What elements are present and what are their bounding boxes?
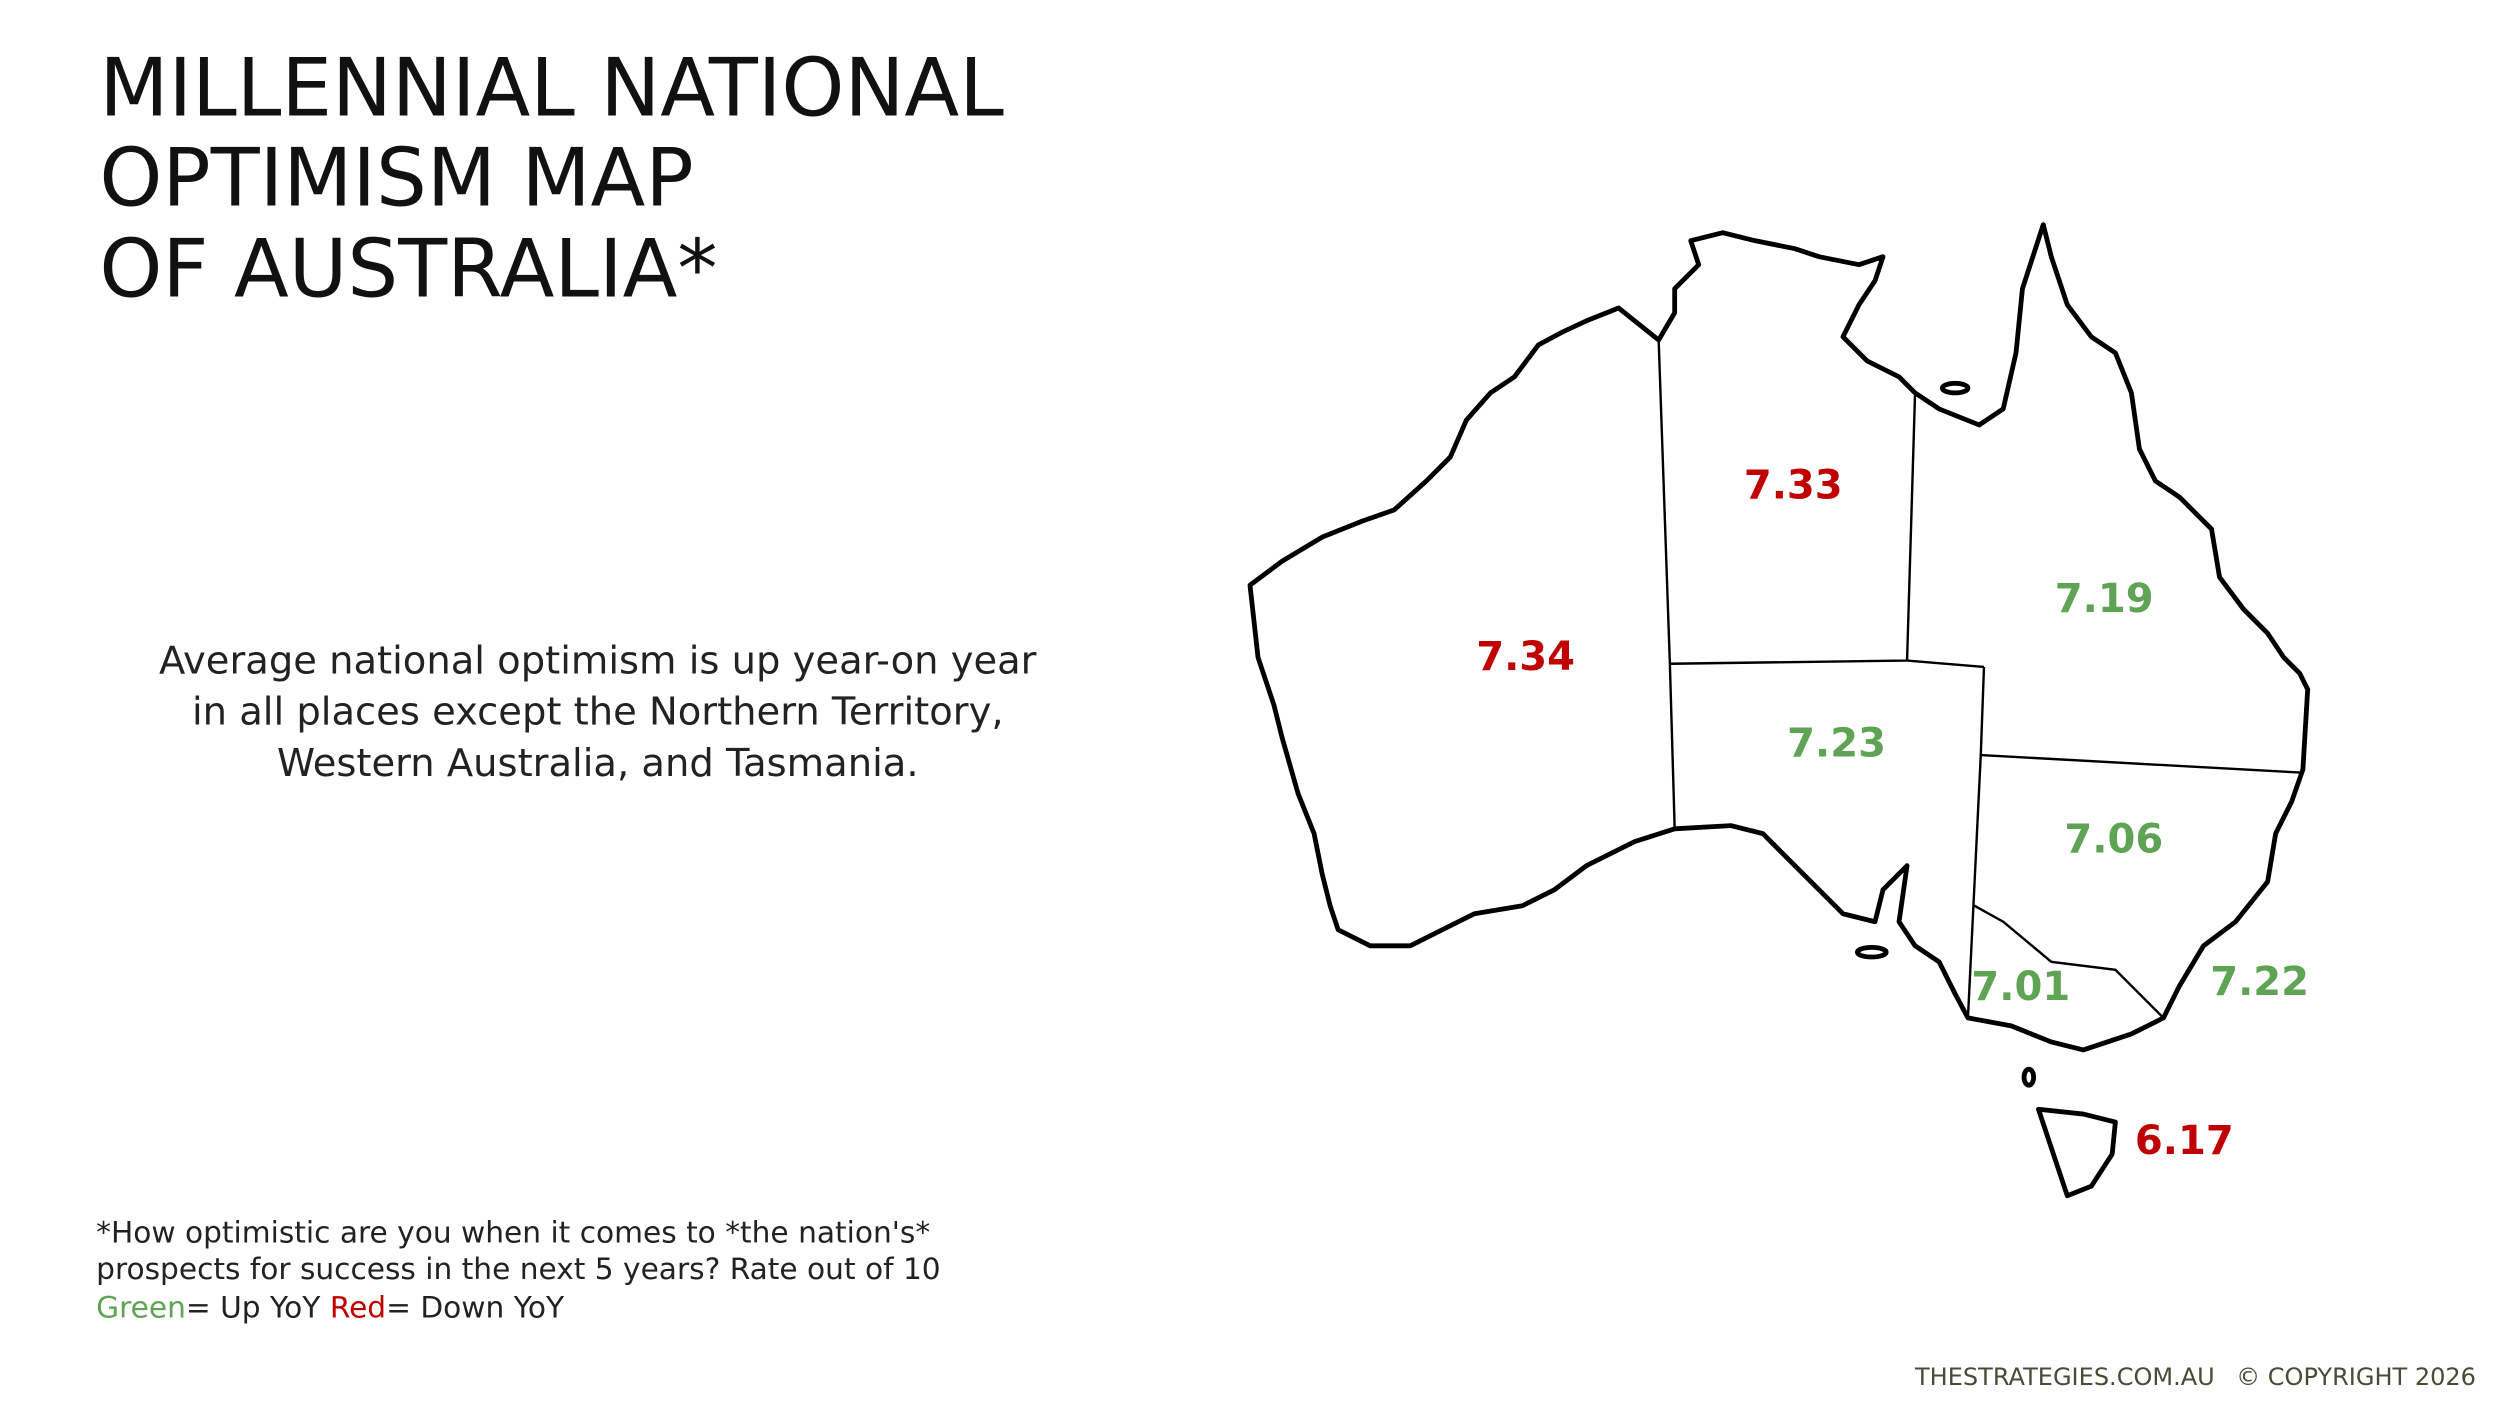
region-value: 7.19 (2055, 576, 2154, 622)
footer: THESTRATEGIES.COM.AU © COPYRIGHT 2026 (1914, 1363, 2476, 1391)
tasmania (2036, 1106, 2118, 1199)
region-values: 7.34 7.33 7.19 7.23 7.06 7.01 7.22 6.17 (1476, 462, 2309, 1163)
mainland (1247, 222, 2311, 1053)
description-line: in all places except the Northern Territ… (192, 690, 1004, 735)
legend-part: Green (96, 1290, 186, 1325)
description: Average national optimism is up year-on … (159, 638, 1037, 786)
region-value: 7.33 (1744, 462, 1843, 508)
island (1939, 380, 1971, 396)
footnote: *How optimistic are you when it comes to… (96, 1214, 941, 1324)
region-value: 7.06 (2064, 817, 2163, 863)
island (2021, 1066, 2037, 1088)
state-border (1657, 339, 2303, 1019)
map (1247, 222, 2311, 1199)
legend-part: = Down YoY (386, 1290, 565, 1325)
island (1854, 944, 1889, 960)
footer-copyright: © COPYRIGHT 2026 (2236, 1363, 2476, 1391)
legend-part: = Up YoY (186, 1290, 330, 1325)
legend-part: Red (330, 1290, 386, 1325)
region-value: 7.01 (1971, 964, 2070, 1010)
region-value: 6.17 (2135, 1118, 2234, 1164)
title-line: MILLENNIAL NATIONAL (99, 42, 1004, 135)
description-line: Average national optimism is up year-on … (159, 638, 1037, 683)
title: MILLENNIAL NATIONAL OPTIMISM MAP OF AUST… (99, 42, 1004, 316)
region-value: 7.34 (1476, 634, 1575, 680)
legend: Green= Up YoY Red= Down YoY (96, 1290, 565, 1325)
description-line: Western Australia, and Tasmania. (277, 741, 919, 786)
title-line: OF AUSTRALIA* (99, 223, 717, 316)
footnote-line: prospects for success in the next 5 year… (96, 1251, 941, 1286)
footer-site: THESTRATEGIES.COM.AU (1914, 1363, 2215, 1391)
footnote-line: *How optimistic are you when it comes to… (96, 1214, 930, 1249)
title-line: OPTIMISM MAP (99, 131, 693, 224)
region-value: 7.23 (1787, 720, 1886, 766)
region-value: 7.22 (2210, 959, 2309, 1005)
